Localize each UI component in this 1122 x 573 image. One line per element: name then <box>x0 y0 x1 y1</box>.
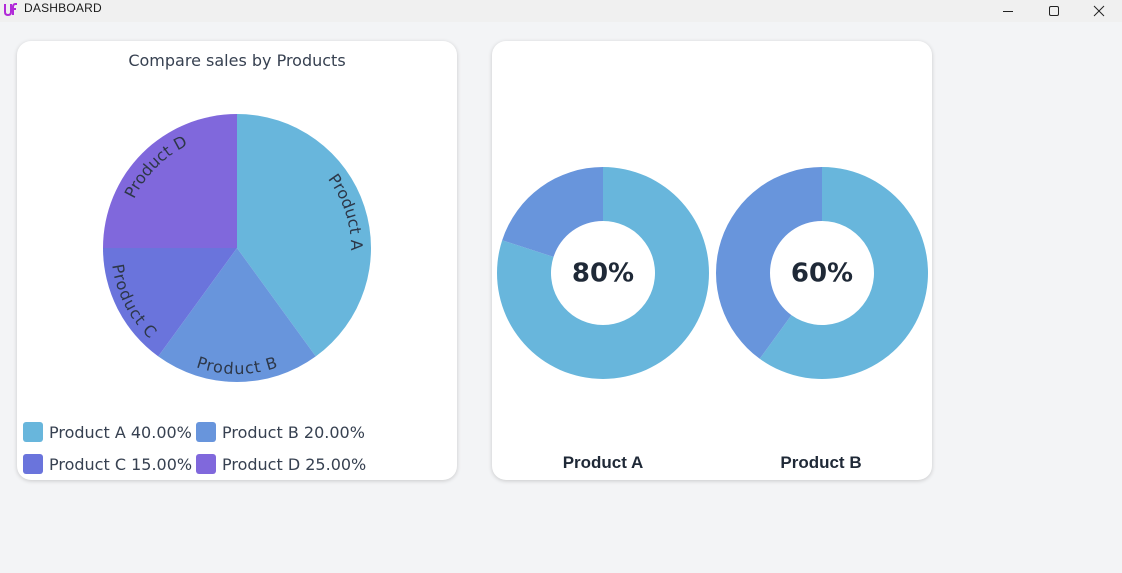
app-logo-icon <box>4 3 17 17</box>
close-icon <box>1093 5 1105 17</box>
legend-swatch <box>23 422 43 442</box>
legend-swatch <box>23 454 43 474</box>
product-progress-card: 80% 60% Product A Product B <box>492 41 932 480</box>
legend-item-product-d[interactable]: Product D 25.00% <box>196 452 366 476</box>
pie-slice-product-d[interactable] <box>103 114 237 248</box>
donut-center-value: 60% <box>791 259 853 289</box>
maximize-button[interactable] <box>1031 0 1077 22</box>
legend-swatch <box>196 422 216 442</box>
pie-legend: Product A 40.00% Product B 20.00% Produc… <box>23 420 453 480</box>
donut-charts: 80% 60% <box>497 167 928 379</box>
maximize-icon <box>1049 6 1059 16</box>
donut-remainder-arc[interactable] <box>716 167 822 359</box>
pie-chart-title: Compare sales by Products <box>128 51 346 70</box>
pie-slice-product-a[interactable] <box>237 114 371 357</box>
donut-label-product-b: Product B <box>780 453 862 472</box>
legend-label: Product D 25.00% <box>222 454 367 474</box>
minimize-button[interactable] <box>985 0 1031 22</box>
legend-label: Product A 40.00% <box>49 422 192 442</box>
close-button[interactable] <box>1076 0 1122 22</box>
donut-value-arc[interactable] <box>759 167 928 379</box>
legend-label: Product B 20.00% <box>222 422 365 442</box>
donut-remainder-arc[interactable] <box>502 167 603 257</box>
app-title: DASHBOARD <box>24 1 102 15</box>
legend-item-product-c[interactable]: Product C 15.00% <box>23 452 192 476</box>
sales-pie-card: Compare sales by Products Product A Produ… <box>17 41 457 480</box>
legend-swatch <box>196 454 216 474</box>
pie-slice-product-c[interactable] <box>103 248 237 357</box>
legend-label: Product C 15.00% <box>49 454 193 474</box>
title-bar: DASHBOARD <box>0 0 1122 22</box>
donut-label-product-a: Product A <box>562 453 644 472</box>
legend-item-product-a[interactable]: Product A 40.00% <box>23 420 192 444</box>
minimize-icon <box>1003 11 1013 12</box>
legend-item-product-b[interactable]: Product B 20.00% <box>196 420 365 444</box>
donut-center-value: 80% <box>572 259 634 289</box>
pie-slice-product-b[interactable] <box>158 248 316 382</box>
donut-value-arc[interactable] <box>497 167 709 379</box>
